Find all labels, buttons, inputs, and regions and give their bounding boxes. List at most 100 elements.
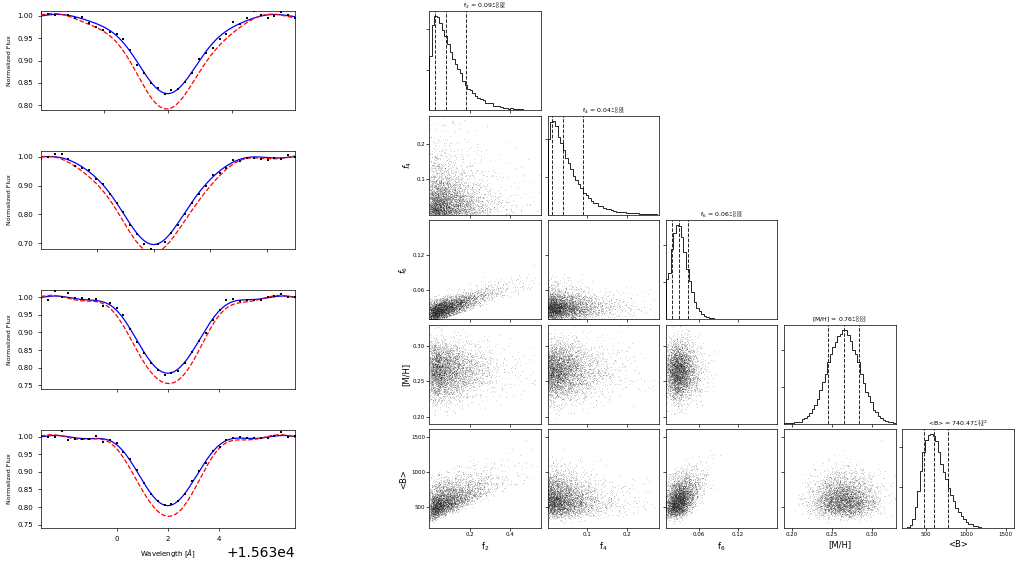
Point <box>822 488 839 497</box>
Point <box>423 487 439 496</box>
Point <box>675 482 691 491</box>
Point <box>425 363 441 372</box>
Point <box>558 363 574 373</box>
Point <box>852 491 868 501</box>
Point <box>837 491 853 501</box>
Point <box>546 491 562 500</box>
Point <box>567 507 584 517</box>
Point <box>665 388 681 397</box>
Point <box>550 315 566 324</box>
Point <box>823 492 840 502</box>
Point <box>819 498 836 507</box>
Point <box>425 510 441 519</box>
Point <box>555 487 571 497</box>
Point <box>672 367 688 377</box>
Point <box>818 474 835 483</box>
Point <box>564 304 581 313</box>
Point <box>562 473 579 482</box>
Point <box>427 366 443 375</box>
Point <box>550 308 566 317</box>
Point <box>550 302 566 311</box>
Point <box>444 376 461 385</box>
Point <box>541 344 557 354</box>
Point <box>430 208 446 218</box>
Point <box>430 498 446 507</box>
Point <box>567 301 584 311</box>
Point <box>558 499 574 508</box>
Point <box>664 382 680 391</box>
Point <box>664 510 680 519</box>
Point <box>544 366 560 375</box>
Point <box>563 280 580 289</box>
Point <box>624 300 640 309</box>
Point <box>546 498 562 507</box>
Point <box>422 313 438 323</box>
Point <box>854 510 870 519</box>
Point <box>671 495 687 504</box>
Point <box>567 353 584 362</box>
Point <box>446 355 463 364</box>
Point <box>671 347 687 356</box>
Point <box>687 362 703 371</box>
Point <box>662 497 678 506</box>
Point <box>462 478 478 487</box>
Point <box>432 502 449 511</box>
Point <box>430 374 446 383</box>
Point <box>546 499 562 509</box>
Point <box>430 193 446 202</box>
Point <box>567 302 584 311</box>
Point <box>427 367 443 377</box>
Point <box>686 381 702 390</box>
Point <box>583 502 599 511</box>
Point <box>551 372 567 381</box>
Point <box>545 360 561 370</box>
Point <box>668 356 684 366</box>
Point <box>680 354 696 363</box>
Point <box>542 301 558 310</box>
Point <box>566 508 583 517</box>
Point <box>819 502 836 511</box>
Point <box>567 482 584 491</box>
Point <box>429 189 445 198</box>
Point <box>571 367 588 376</box>
Point <box>552 505 568 514</box>
Point <box>445 305 462 315</box>
Point <box>553 470 569 479</box>
Point <box>670 358 686 367</box>
Point <box>580 296 596 305</box>
Point <box>541 314 557 323</box>
Point <box>669 389 685 398</box>
Point <box>580 369 596 378</box>
Point <box>690 477 707 486</box>
Point <box>664 509 680 518</box>
Point <box>547 339 563 348</box>
Point <box>580 309 596 319</box>
Point <box>428 193 444 202</box>
Point <box>844 494 860 503</box>
Point <box>430 162 446 171</box>
Point <box>548 300 564 309</box>
Point <box>463 368 479 377</box>
Point <box>473 196 489 205</box>
Point <box>455 352 471 361</box>
Point <box>542 373 558 382</box>
Point <box>439 506 456 515</box>
Point <box>563 339 580 348</box>
Point <box>816 492 833 502</box>
Point <box>541 364 557 373</box>
Point <box>437 376 454 385</box>
Point <box>547 479 563 488</box>
Point <box>440 499 457 508</box>
Point <box>666 498 682 507</box>
Point <box>683 482 699 491</box>
Point <box>422 191 438 200</box>
Point <box>428 310 444 319</box>
Point <box>435 193 452 203</box>
Point <box>669 503 685 512</box>
Point <box>567 490 584 499</box>
Point <box>618 302 635 311</box>
Point <box>445 374 462 383</box>
Point <box>550 498 566 507</box>
Point <box>456 296 472 305</box>
Point <box>451 471 467 480</box>
